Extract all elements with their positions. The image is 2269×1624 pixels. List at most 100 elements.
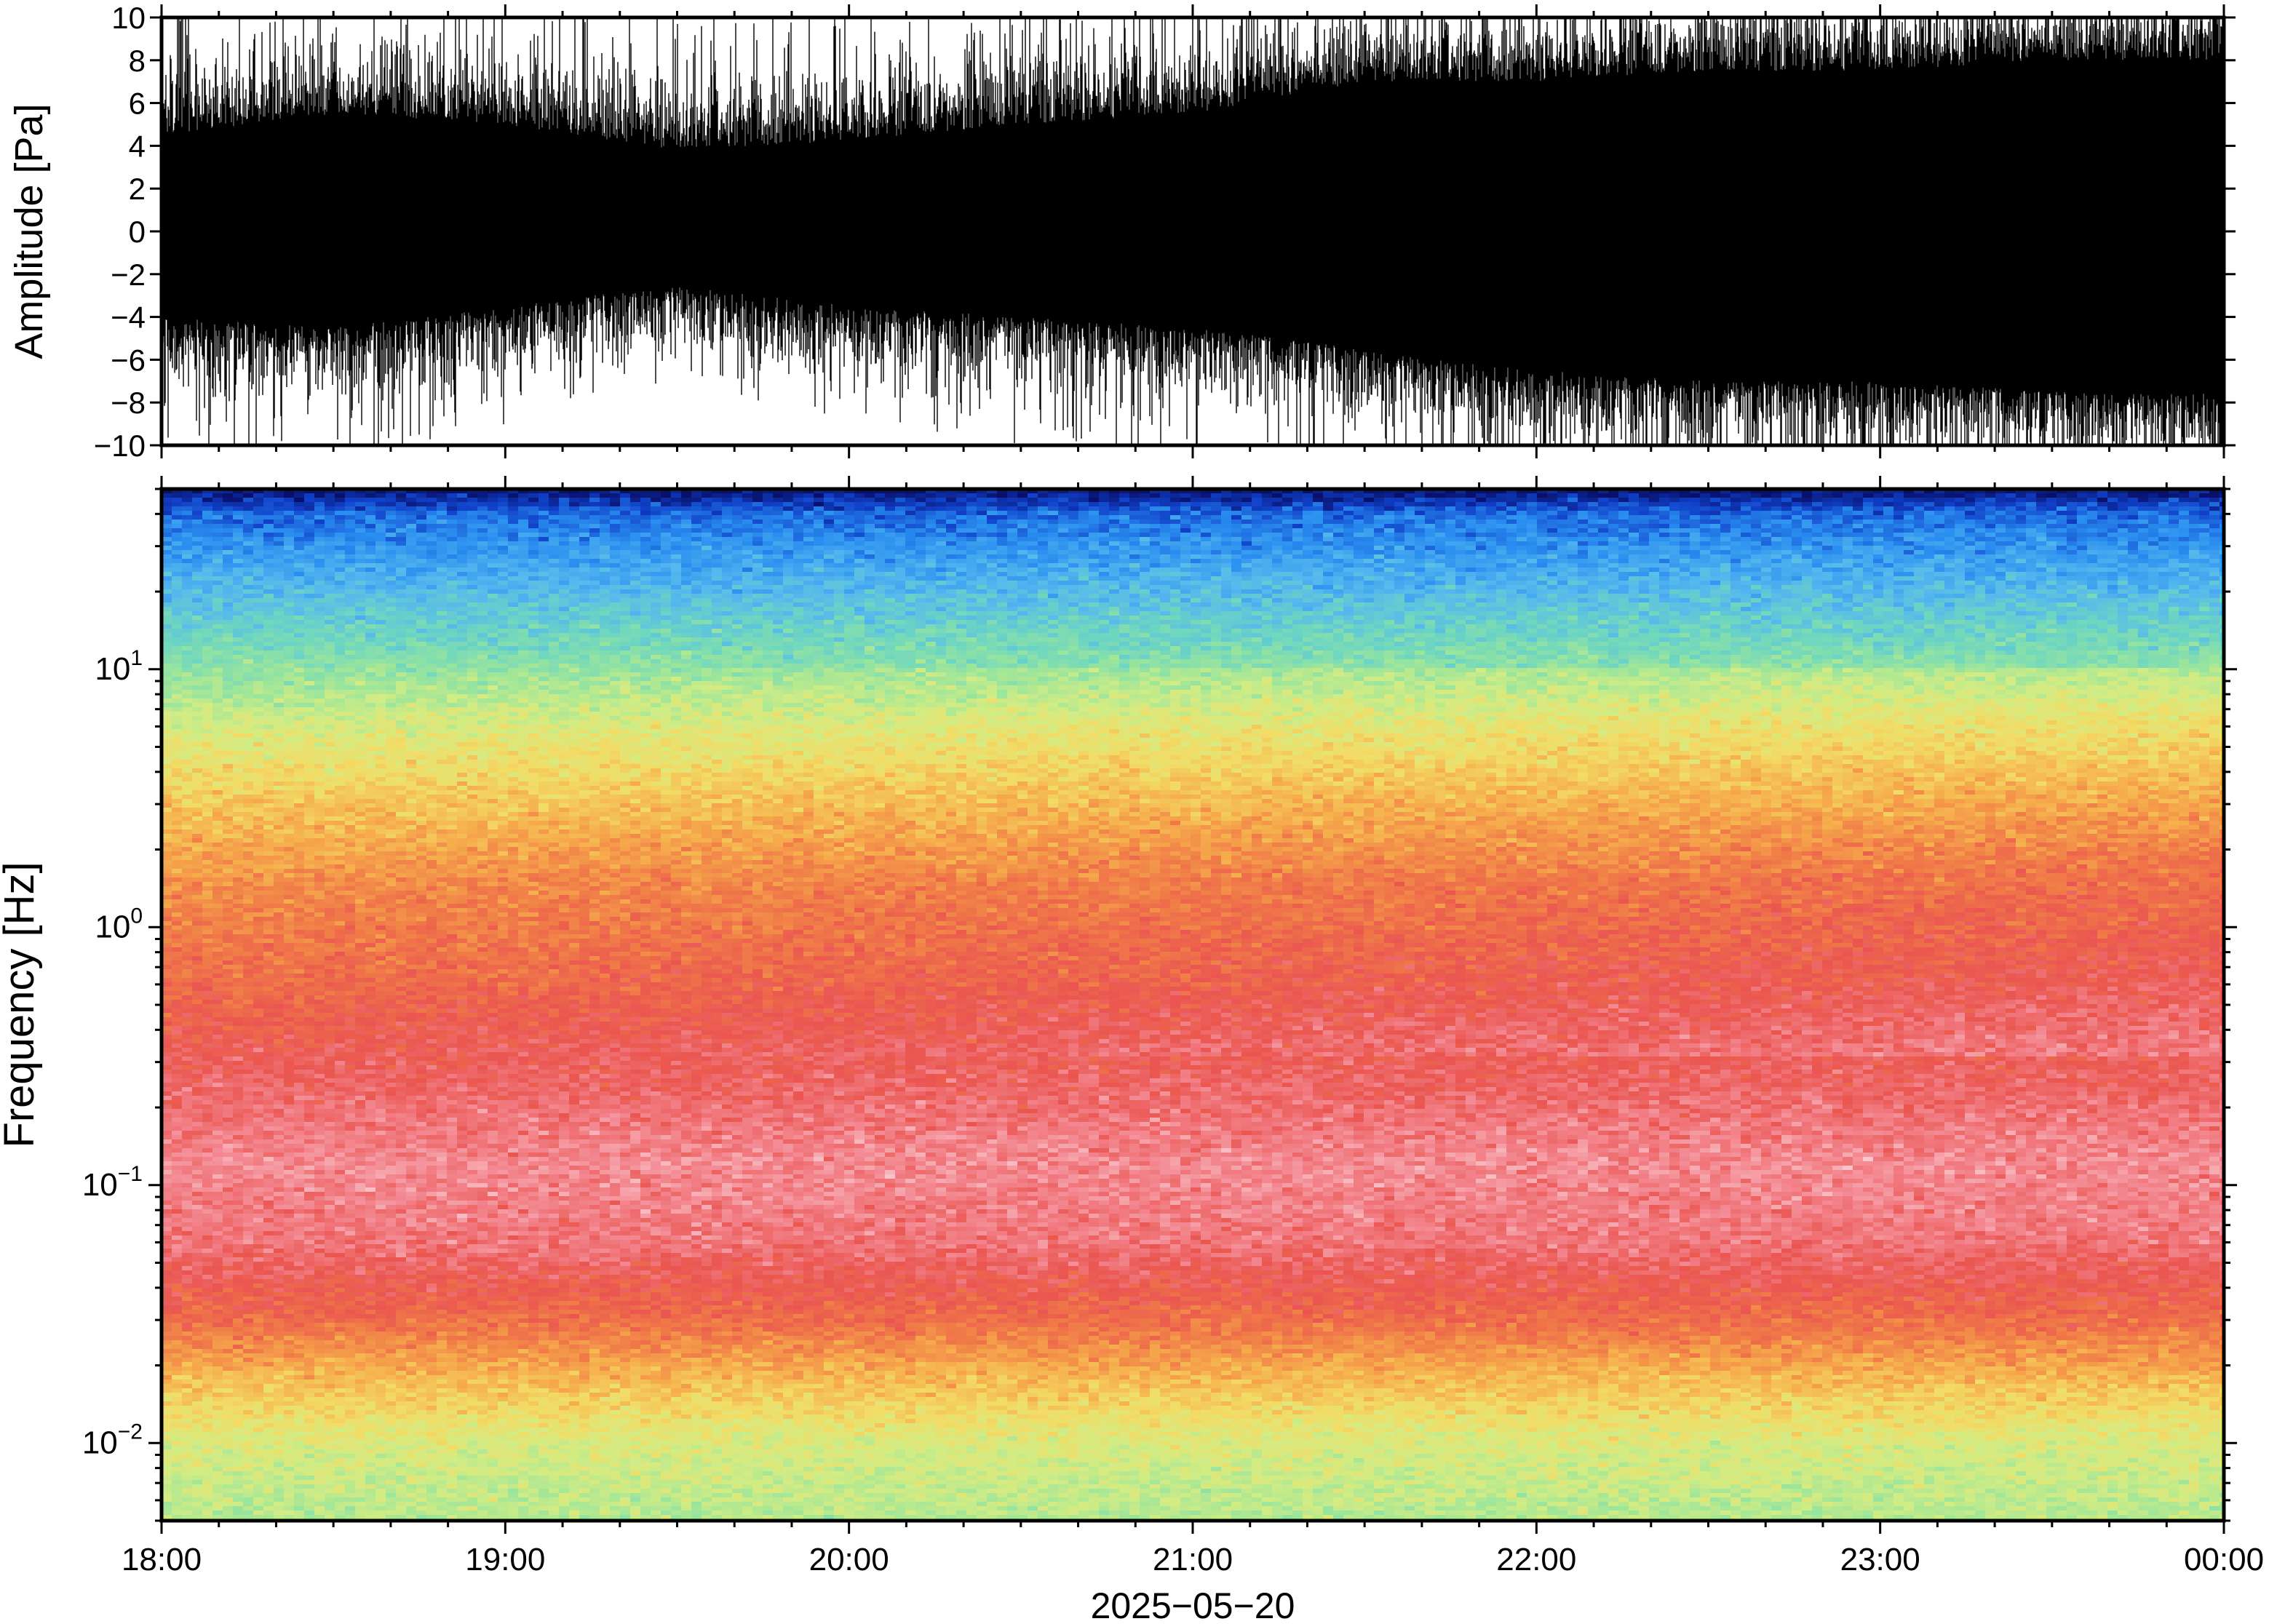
spectrogram-frame — [159, 487, 2226, 1523]
spectrogram-row — [162, 1283, 2224, 1289]
spectrogram-row — [162, 1192, 2224, 1197]
spectrogram-row — [162, 546, 2224, 551]
x-tick-label: 21:00 — [1153, 1542, 1233, 1577]
spectrogram-row — [162, 1122, 2224, 1127]
spectrogram-row — [162, 1436, 2224, 1441]
x-axis-label: 2025−05−20 — [1091, 1585, 1295, 1624]
spectrogram-row — [162, 921, 2224, 926]
spectrogram-row — [162, 1493, 2224, 1498]
spectrogram-row — [162, 607, 2224, 612]
waveform-frame — [159, 15, 2226, 447]
spectrogram-row — [162, 694, 2224, 699]
spectrogram-row — [162, 489, 2224, 494]
spectrogram-row — [162, 1026, 2224, 1031]
spectrogram-row — [162, 642, 2224, 647]
spectrogram-row — [162, 1497, 2224, 1502]
spectrogram-row — [162, 1183, 2224, 1188]
spectrogram-row — [162, 856, 2224, 861]
spectrogram-row — [162, 1471, 2224, 1476]
spectrogram-row — [162, 768, 2224, 773]
spectrogram-row — [162, 751, 2224, 756]
spectrogram-row — [162, 1000, 2224, 1005]
spectrogram-row — [162, 799, 2224, 804]
spectrogram-row — [162, 677, 2224, 682]
spectrogram-row — [162, 1070, 2224, 1075]
spectrogram-row — [162, 629, 2224, 634]
spectrogram-row — [162, 572, 2224, 577]
spectrogram-row — [162, 738, 2224, 743]
spectrogram-row — [162, 1008, 2224, 1014]
spectrogram-row — [162, 1218, 2224, 1223]
y-tick-label: −10 — [94, 429, 146, 463]
spectrogram-row — [162, 1017, 2224, 1022]
spectrogram-row — [162, 987, 2224, 992]
spectrogram-row — [162, 585, 2224, 590]
spectrogram-row — [162, 690, 2224, 695]
spectrogram-panel: 10−2 10−1 100 101 18:00 19:00 20:00 21:00 22:00… — [0, 476, 2264, 1624]
spectrogram-row — [162, 982, 2224, 987]
spectrogram-row — [162, 633, 2224, 638]
spectrogram-row — [162, 712, 2224, 717]
spectrogram-row — [162, 1375, 2224, 1380]
spectrogram-row — [162, 1279, 2224, 1284]
spectrogram-row — [162, 995, 2224, 1000]
spectrogram-row — [162, 729, 2224, 734]
spectrogram-row — [162, 668, 2224, 673]
spectrogram-row — [162, 559, 2224, 564]
spectrogram-row — [162, 1013, 2224, 1018]
spectrogram-row — [162, 764, 2224, 769]
spectrogram-row — [162, 707, 2224, 712]
spectrogram-row — [162, 773, 2224, 778]
spectrogram-row — [162, 860, 2224, 865]
spectrogram-row — [162, 554, 2224, 560]
spectrogram-row — [162, 882, 2224, 887]
spectrogram-row — [162, 808, 2224, 813]
spectrogram-row — [162, 698, 2224, 704]
spectrogram-row — [162, 1489, 2224, 1494]
spectrogram-row — [162, 1161, 2224, 1166]
spectrogram-row — [162, 537, 2224, 542]
spectrogram-row — [162, 1327, 2224, 1332]
spectrogram-row — [162, 1039, 2224, 1044]
spectrogram-row — [162, 790, 2224, 795]
spectrogram-row — [162, 1449, 2224, 1454]
spectrogram-row — [162, 1423, 2224, 1428]
spectrogram-row — [162, 563, 2224, 568]
spectrogram-row — [162, 1388, 2224, 1393]
spectrogram-row — [162, 1397, 2224, 1402]
spectrogram-row — [162, 1506, 2224, 1511]
spectrogram-row — [162, 843, 2224, 848]
spectrogram-row — [162, 1445, 2224, 1450]
spectrogram-row — [162, 1401, 2224, 1406]
spectrogram-row — [162, 829, 2224, 835]
spectrogram-row — [162, 1091, 2224, 1096]
spectrogram-heatmap — [162, 489, 2224, 1521]
spectrogram-row — [162, 1205, 2224, 1210]
spectrogram-row — [162, 1056, 2224, 1062]
waveform-trace — [162, 17, 2224, 445]
spectrogram-row — [162, 974, 2224, 979]
spectrogram-row — [162, 869, 2224, 874]
spectrogram-row — [162, 1301, 2224, 1306]
spectrogram-row — [162, 1467, 2224, 1472]
spectrogram-row — [162, 1157, 2224, 1162]
spectrogram-row — [162, 912, 2224, 918]
spectrogram-row — [162, 1131, 2224, 1136]
spectrogram-row — [162, 755, 2224, 760]
spectrogram-row — [162, 838, 2224, 843]
y-tick-label: 4 — [129, 129, 146, 163]
spectrogram-row — [162, 1109, 2224, 1114]
spectrogram-row — [162, 1174, 2224, 1179]
spectrogram-row — [162, 899, 2224, 904]
spectrogram-row — [162, 803, 2224, 808]
spectrogram-row — [162, 1353, 2224, 1358]
spectrogram-row — [162, 1235, 2224, 1241]
spectrogram-row — [162, 589, 2224, 594]
spectrogram-row — [162, 1340, 2224, 1345]
x-tick-label: 00:00 — [2184, 1542, 2264, 1577]
spectrogram-row — [162, 1087, 2224, 1092]
spectrogram-row — [162, 1061, 2224, 1066]
spectrogram-row — [162, 895, 2224, 900]
y-tick-label: 10−2 — [82, 1420, 143, 1460]
